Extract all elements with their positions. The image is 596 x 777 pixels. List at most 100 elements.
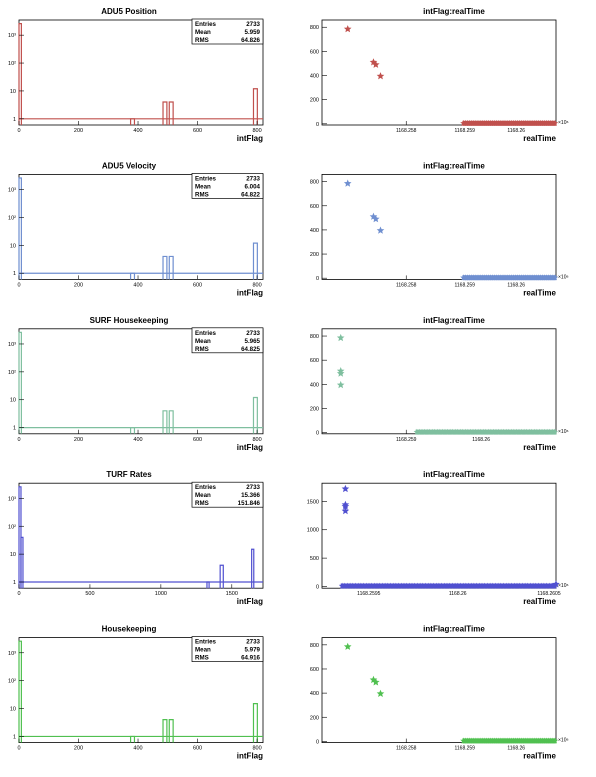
stats-value: 15.366 [241, 492, 260, 499]
hist-bin-1 [129, 427, 136, 434]
y-tick-label: 400 [310, 691, 319, 697]
y-tick-label: 800 [310, 334, 319, 340]
x-tick-label: 200 [74, 128, 83, 134]
stats-label: Entries [195, 639, 217, 646]
y-tick-label: 10² [8, 370, 16, 376]
stats-box: Entries 2733 Mean 15.366 RMS 151.846 [191, 481, 264, 508]
hist-bin-3 [168, 101, 174, 125]
scatter-band-point [431, 428, 438, 435]
y-tick-label: 800 [310, 25, 319, 31]
scatter-band-point [523, 428, 530, 435]
y-tick-label: 10³ [8, 496, 16, 502]
x-tick-label: 1168.26 [449, 591, 467, 597]
scatter-band-point [416, 428, 423, 435]
hist-title: ADU5 Velocity [102, 161, 157, 170]
stats-value: 2733 [246, 21, 260, 28]
x-tick-label: 800 [252, 437, 261, 443]
x-tick-label: 200 [74, 282, 83, 288]
scatter-point-3 [376, 226, 385, 234]
x-axis-label: realTime [523, 288, 556, 297]
x-axis-label: intFlag [237, 443, 263, 452]
scatter-housekeeping: intFlag:realTime 0 200 400 600 800 1168.258 116… [310, 625, 569, 761]
scatter-point-3 [376, 689, 385, 697]
x-tick-label: 1168.259 [454, 282, 475, 288]
scatter-surf-housekeeping: intFlag:realTime 0 200 400 600 800 1168.259 116… [310, 316, 569, 452]
stats-label: Mean [195, 647, 211, 654]
hist-bin-4 [252, 88, 258, 125]
y-tick-label: 10 [10, 243, 16, 249]
x-tick-label: 800 [252, 128, 261, 134]
hist-bin-3 [168, 410, 174, 434]
stats-label: Mean [195, 338, 211, 345]
scatter-band-point [349, 582, 357, 589]
hist-bin-0 [18, 177, 22, 280]
scatter-band-point [459, 428, 467, 435]
x-tick-label: 1168.2595 [357, 591, 380, 597]
stats-label: RMS [195, 500, 209, 507]
scatter-band-point [436, 428, 444, 435]
stats-value: 2733 [246, 484, 260, 491]
scatter-band-point [381, 582, 389, 589]
x-axis-label: realTime [523, 134, 556, 143]
x-exponent-label: ×10⁶ [558, 429, 569, 435]
scatter-band-point [373, 582, 381, 589]
scatter-point-3 [376, 72, 385, 80]
scatter-band-point [346, 582, 354, 589]
x-tick-label: 1168.26 [507, 746, 525, 752]
y-tick-label: 1500 [307, 499, 319, 505]
scatter-band-point [528, 428, 535, 435]
scatter-band-point [451, 582, 459, 589]
x-tick-label: 600 [193, 437, 202, 443]
hist-bin-4 [252, 242, 258, 280]
hist-bin-2 [162, 255, 168, 280]
stats-label: RMS [195, 655, 209, 662]
scatter-band-point [503, 428, 510, 435]
hist-title: TURF Rates [106, 470, 152, 479]
scatter-band-point [551, 119, 559, 126]
scatter-band-point [551, 428, 558, 435]
stats-value: 6.004 [245, 183, 261, 190]
scatter-band-point [480, 428, 487, 435]
scatter-band-point [462, 582, 470, 589]
scatter-point-1 [369, 212, 378, 220]
x-tick-label: 600 [193, 282, 202, 288]
scatter-band-point [551, 737, 559, 744]
scatter-title: intFlag:realTime [423, 470, 485, 479]
x-tick-label: 1168.26 [472, 437, 490, 443]
scatter-point-1 [369, 58, 378, 66]
x-exponent-label: ×10⁶ [558, 583, 569, 589]
x-axis-label: realTime [523, 443, 556, 452]
scatter-band-point [468, 582, 475, 589]
y-tick-label: 1 [13, 734, 16, 740]
scatter-point-2 [336, 369, 345, 377]
x-tick-label: 1168.2605 [537, 591, 560, 597]
hist-bin-1 [129, 272, 136, 280]
scatter-band-point [379, 582, 386, 589]
x-tick-label: 0 [17, 437, 20, 443]
x-axis-label: intFlag [237, 288, 263, 297]
x-exponent-label: ×10⁶ [558, 274, 569, 280]
plot-frame [321, 637, 557, 743]
hist-bin-4 [252, 703, 258, 743]
scatter-band-point [477, 428, 484, 435]
x-tick-label: 600 [193, 128, 202, 134]
x-tick-label: 600 [193, 746, 202, 752]
scatter-band-point [500, 582, 507, 589]
scatter-adu5-velocity: intFlag:realTime 0 200 400 600 800 1168.258 116… [310, 161, 569, 297]
x-tick-label: 400 [133, 746, 142, 752]
scatter-band-point [363, 582, 370, 589]
scatter-band-point [429, 428, 436, 435]
hist-bin-3 [168, 719, 174, 743]
stats-value: 5.965 [245, 338, 261, 345]
y-tick-label: 200 [310, 715, 319, 721]
x-tick-label: 400 [133, 437, 142, 443]
hist-bin-0 [18, 640, 22, 743]
scatter-band-point [497, 582, 505, 589]
scatter-point-3 [336, 380, 345, 389]
y-tick-label: 10³ [8, 33, 16, 39]
x-tick-label: 400 [133, 128, 142, 134]
stats-label: Entries [195, 175, 217, 182]
y-tick-label: 200 [310, 252, 319, 258]
stats-value: 64.822 [241, 191, 260, 198]
